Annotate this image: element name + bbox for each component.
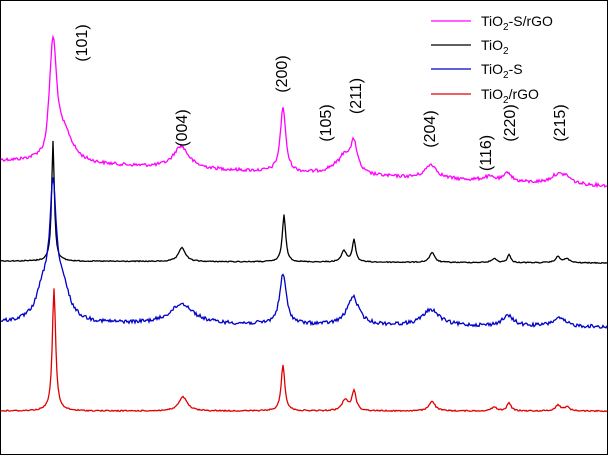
peak-label: (200) [274, 55, 291, 92]
peak-label: (211) [348, 78, 365, 114]
legend-label: TiO2-S [481, 61, 523, 81]
legend-label: TiO2-S/rGO [481, 13, 553, 33]
peak-label: (101) [74, 24, 91, 61]
peak-label: (105) [318, 104, 335, 141]
series-line-1 [1, 140, 607, 265]
peak-label: (220) [502, 104, 519, 141]
peak-label: (215) [552, 104, 569, 141]
series-line-2 [1, 177, 607, 329]
peak-label: (204) [422, 110, 439, 147]
legend-label: TiO2 [481, 37, 509, 57]
legend-label: TiO2/rGO [481, 86, 539, 106]
series-line-0 [1, 34, 607, 189]
peak-label: (116) [478, 135, 495, 171]
series-line-3 [1, 288, 607, 413]
peak-label: (004) [174, 109, 191, 146]
